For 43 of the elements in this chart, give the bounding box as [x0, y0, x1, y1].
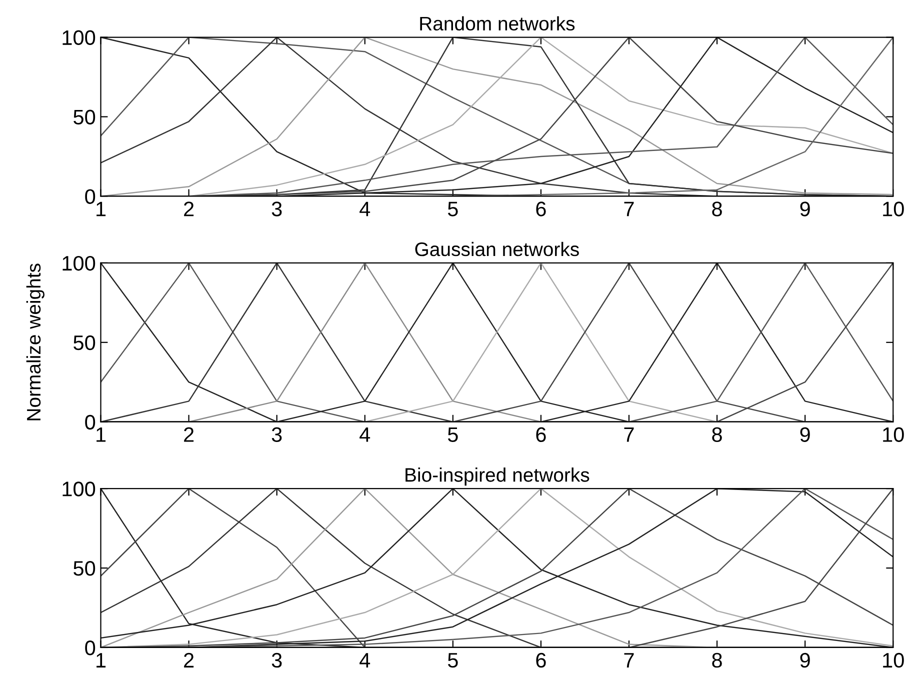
x-tick-label: 9	[800, 652, 810, 668]
x-tick-label: 2	[184, 652, 194, 668]
chart-title: Random networks	[420, 16, 575, 31]
y-tick-label: 0	[85, 414, 96, 430]
y-tick-label: 50	[74, 110, 96, 124]
x-tick-label: 10	[883, 202, 904, 216]
x-tick-label: 5	[448, 202, 458, 216]
x-tick-label: 7	[624, 427, 634, 442]
y-axis-title: Normalize weights	[26, 264, 44, 420]
x-tick-label: 8	[712, 427, 722, 442]
x-tick-label: 2	[184, 202, 194, 216]
x-tick-label: 9	[800, 202, 810, 216]
x-tick-label: 8	[712, 202, 722, 216]
x-tick-label: 3	[272, 427, 282, 442]
y-tick-label: 0	[85, 189, 96, 204]
x-tick-label: 9	[800, 427, 810, 442]
y-tick-label: 50	[74, 335, 96, 350]
y-tick-label: 50	[74, 561, 96, 576]
x-tick-label: 1	[96, 653, 106, 668]
x-tick-label: 4	[360, 202, 370, 216]
x-tick-label: 3	[272, 652, 282, 668]
x-tick-label: 5	[448, 653, 458, 668]
x-tick-label: 7	[624, 653, 634, 668]
x-tick-label: 2	[184, 427, 194, 442]
y-tick-label: 100	[62, 256, 96, 271]
x-tick-label: 6	[536, 652, 546, 668]
chart-title: Gaussian networks	[415, 242, 579, 256]
y-tick-label: 0	[85, 640, 96, 656]
x-tick-label: 6	[536, 202, 546, 216]
x-tick-label: 10	[883, 652, 904, 668]
x-tick-label: 3	[272, 202, 282, 216]
chart-title: Bio-inspired networks	[406, 468, 590, 486]
x-tick-label: 7	[624, 202, 634, 216]
y-tick-label: 100	[62, 30, 96, 46]
x-tick-label: 5	[448, 427, 458, 442]
x-tick-label: 4	[360, 653, 370, 668]
x-tick-label: 1	[96, 427, 106, 442]
x-tick-label: 6	[536, 427, 546, 442]
x-tick-label: 1	[96, 202, 106, 216]
x-tick-label: 8	[712, 652, 722, 668]
x-tick-label: 10	[883, 427, 904, 442]
y-tick-label: 100	[62, 482, 96, 496]
x-tick-label: 4	[360, 427, 370, 442]
